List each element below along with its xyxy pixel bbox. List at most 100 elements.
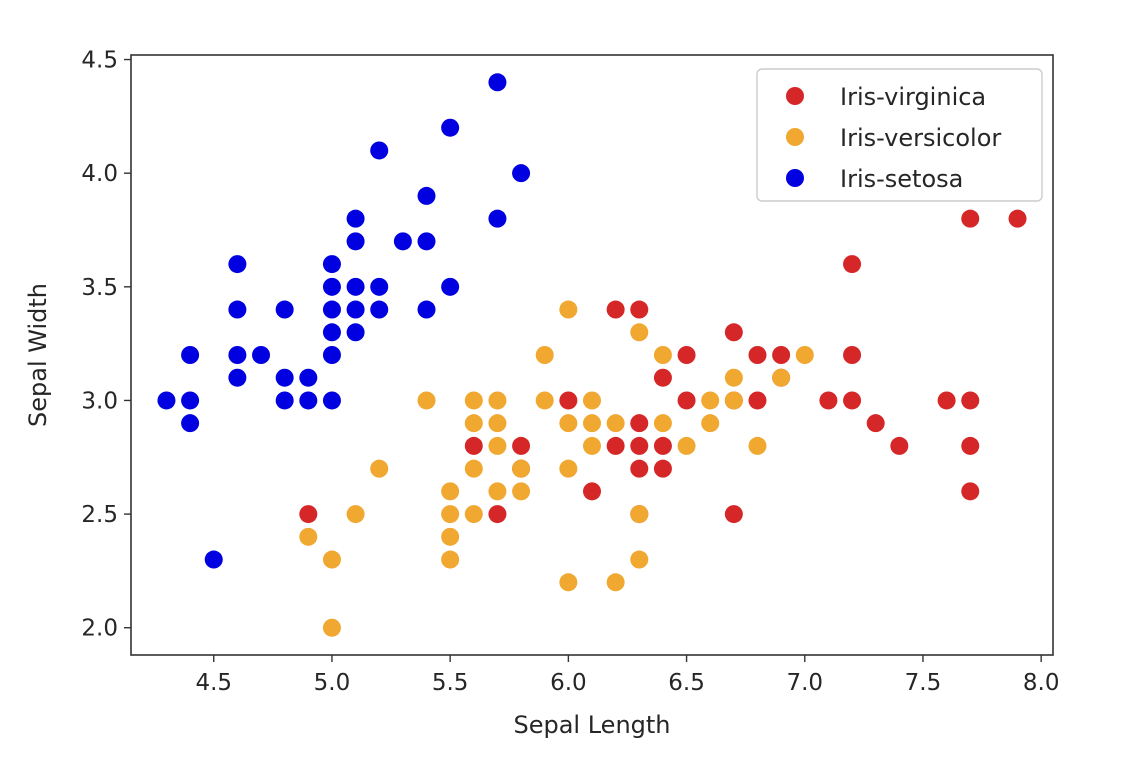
data-point xyxy=(772,368,791,387)
data-point xyxy=(417,232,436,251)
data-point xyxy=(772,346,791,364)
legend-label: Iris-setosa xyxy=(840,165,963,193)
data-point xyxy=(228,346,247,364)
data-point xyxy=(322,618,341,637)
data-point xyxy=(937,391,956,410)
data-point xyxy=(370,300,389,319)
data-point xyxy=(677,436,696,455)
data-point xyxy=(488,505,507,524)
data-point xyxy=(346,232,365,251)
data-point xyxy=(464,436,483,455)
data-point xyxy=(393,232,412,251)
data-point xyxy=(606,573,625,592)
data-point xyxy=(275,368,294,387)
data-point xyxy=(346,505,365,524)
data-point xyxy=(252,346,271,364)
data-point xyxy=(606,414,625,433)
legend-marker xyxy=(786,169,804,187)
data-point xyxy=(819,391,838,410)
data-point xyxy=(653,414,672,433)
y-tick-label: 4.5 xyxy=(81,48,118,74)
data-point xyxy=(583,414,601,433)
x-tick-label: 8.0 xyxy=(1023,670,1060,696)
data-point xyxy=(322,277,341,296)
data-point xyxy=(630,323,649,342)
data-point xyxy=(417,186,436,205)
x-axis-label: Sepal Length xyxy=(513,711,670,739)
data-point xyxy=(322,550,341,569)
data-point xyxy=(181,346,200,364)
data-point xyxy=(866,414,885,433)
data-point xyxy=(961,436,980,455)
x-tick-label: 4.5 xyxy=(195,670,232,696)
data-point xyxy=(701,414,720,433)
data-point xyxy=(701,391,720,410)
data-point xyxy=(322,300,341,319)
data-point xyxy=(843,391,862,410)
data-point xyxy=(583,436,601,455)
data-point xyxy=(724,505,743,524)
data-point xyxy=(535,391,554,410)
data-point xyxy=(322,346,341,364)
x-tick-label: 6.5 xyxy=(668,670,705,696)
data-point xyxy=(653,459,672,478)
plot-marks xyxy=(157,73,1027,637)
data-point xyxy=(795,346,814,364)
data-point xyxy=(441,118,460,137)
data-point xyxy=(559,300,578,319)
data-point xyxy=(535,346,554,364)
data-point xyxy=(748,391,767,410)
data-point xyxy=(653,346,672,364)
legend: Iris-virginica Iris-versicolor Iris-setosa xyxy=(756,68,1043,202)
data-point xyxy=(370,277,389,296)
x-tick-label: 5.5 xyxy=(432,670,469,696)
data-point xyxy=(275,391,294,410)
data-point xyxy=(677,346,696,364)
data-point xyxy=(275,300,294,319)
x-tick-label: 5.0 xyxy=(314,670,351,696)
data-point xyxy=(724,323,743,342)
x-tick-label: 7.0 xyxy=(786,670,823,696)
legend-marker xyxy=(786,87,804,105)
data-point xyxy=(843,346,862,364)
series-iris-virginica xyxy=(299,209,1027,524)
data-point xyxy=(322,391,341,410)
data-point xyxy=(299,505,318,524)
x-tick-label: 7.5 xyxy=(905,670,942,696)
data-point xyxy=(559,414,578,433)
data-point xyxy=(653,436,672,455)
data-point xyxy=(488,414,507,433)
legend-label: Iris-virginica xyxy=(840,83,986,111)
data-point xyxy=(583,482,601,501)
data-point xyxy=(512,459,531,478)
data-point xyxy=(843,255,862,274)
y-tick-label: 4.0 xyxy=(81,161,118,187)
data-point xyxy=(299,527,318,546)
data-point xyxy=(299,368,318,387)
legend-label: Iris-versicolor xyxy=(840,124,1001,152)
data-point xyxy=(464,459,483,478)
data-point xyxy=(441,482,460,501)
data-point xyxy=(512,436,531,455)
data-point xyxy=(370,459,389,478)
y-tick-label: 3.0 xyxy=(81,388,118,414)
data-point xyxy=(512,164,531,183)
y-tick-label: 2.5 xyxy=(81,502,118,528)
data-point xyxy=(346,323,365,342)
plot-frame xyxy=(130,54,1054,656)
data-point xyxy=(322,255,341,274)
data-point xyxy=(559,391,578,410)
data-point xyxy=(346,300,365,319)
data-point xyxy=(961,391,980,410)
data-point xyxy=(559,573,578,592)
data-point xyxy=(961,482,980,501)
data-point xyxy=(157,391,176,410)
data-point xyxy=(1008,209,1027,228)
data-point xyxy=(228,255,247,274)
y-tick-label: 2.0 xyxy=(81,616,118,642)
data-point xyxy=(417,300,436,319)
data-point xyxy=(441,527,460,546)
x-axis: 4.5 5.0 5.5 6.0 6.5 7.0 7.5 8.0 xyxy=(195,655,1059,696)
series-iris-versicolor xyxy=(299,300,814,637)
